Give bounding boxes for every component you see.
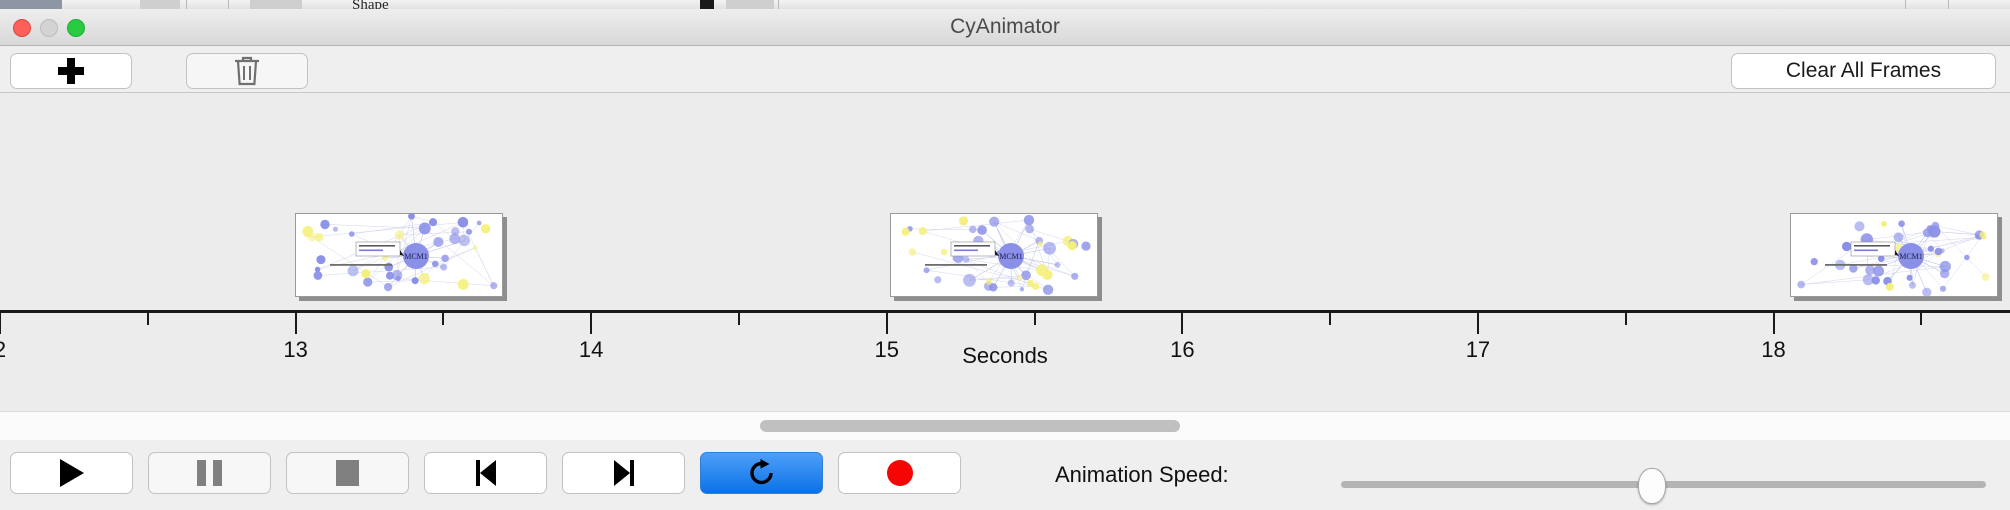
axis-tick-minor bbox=[146, 313, 149, 325]
axis-tick-major bbox=[294, 313, 297, 334]
add-frame-button[interactable] bbox=[10, 53, 132, 89]
axis-tick-label: 15 bbox=[874, 337, 899, 362]
axis-tick-minor bbox=[1329, 313, 1332, 325]
axis-tick-minor bbox=[442, 313, 445, 325]
delete-frame-button[interactable] bbox=[186, 53, 308, 89]
stop-icon bbox=[336, 460, 359, 486]
skip-back-icon bbox=[475, 460, 496, 486]
axis-tick-minor bbox=[1033, 313, 1036, 325]
axis-tick-major bbox=[0, 313, 1, 334]
close-button[interactable] bbox=[13, 19, 31, 37]
zoom-button[interactable] bbox=[67, 19, 85, 37]
title-bar: CyAnimator bbox=[0, 9, 2010, 46]
timeline-canvas[interactable]: MCM1 MCM1 MCM1 2 13 14 15 16 17 18 Seconds bbox=[0, 93, 2010, 411]
svg-text:MCM1: MCM1 bbox=[1899, 252, 1923, 261]
play-button[interactable] bbox=[10, 452, 133, 494]
animation-speed-label: Animation Speed: bbox=[1055, 462, 1229, 487]
animation-speed-slider-thumb[interactable] bbox=[1637, 468, 1666, 504]
axis-title: Seconds bbox=[962, 343, 1048, 368]
axis-tick-minor bbox=[737, 313, 740, 325]
plus-icon bbox=[58, 58, 84, 84]
scrollbar-thumb[interactable] bbox=[760, 420, 1180, 432]
axis-tick-label: 2 bbox=[0, 337, 6, 363]
axis-tick-label: 16 bbox=[1170, 337, 1195, 362]
loop-button[interactable] bbox=[700, 452, 823, 494]
axis-tick-label: 18 bbox=[1761, 337, 1786, 362]
svg-text:MCM1: MCM1 bbox=[999, 252, 1023, 261]
network-thumbnail: MCM1 bbox=[1790, 213, 1998, 297]
timeline-frame-thumbnail[interactable]: MCM1 bbox=[295, 213, 507, 301]
background-window-label: Shape bbox=[352, 0, 389, 10]
pause-button[interactable] bbox=[148, 452, 271, 494]
playback-control-bar: Animation Speed: bbox=[0, 440, 2010, 510]
axis-tick-label: 17 bbox=[1465, 337, 1491, 362]
axis-tick-major bbox=[1181, 313, 1184, 334]
axis-tick-minor bbox=[1920, 313, 1923, 325]
stop-button[interactable] bbox=[286, 452, 409, 494]
pause-icon bbox=[197, 460, 222, 486]
traffic-lights bbox=[13, 19, 85, 37]
timeline-axis-line bbox=[0, 310, 2010, 313]
frame-toolbar: Clear All Frames bbox=[0, 46, 2010, 93]
skip-forward-button[interactable] bbox=[562, 452, 685, 494]
loop-icon bbox=[749, 459, 773, 485]
horizontal-scrollbar[interactable] bbox=[0, 411, 2010, 441]
axis-tick-label: 13 bbox=[283, 337, 308, 362]
record-icon bbox=[886, 460, 913, 486]
trash-icon bbox=[235, 56, 259, 86]
network-thumbnail: MCM1 bbox=[295, 213, 503, 297]
axis-tick-label: 14 bbox=[578, 337, 604, 362]
skip-forward-icon bbox=[613, 460, 634, 486]
network-thumbnail: MCM1 bbox=[890, 213, 1098, 297]
timeline-frame-thumbnail[interactable]: MCM1 bbox=[890, 213, 1102, 301]
timeline-frame-thumbnail[interactable]: MCM1 bbox=[1790, 213, 2002, 301]
play-icon bbox=[59, 459, 84, 487]
record-button[interactable] bbox=[838, 452, 961, 494]
axis-tick-major bbox=[885, 313, 888, 334]
skip-back-button[interactable] bbox=[424, 452, 547, 494]
svg-text:MCM1: MCM1 bbox=[404, 252, 428, 261]
minimize-button[interactable] bbox=[40, 19, 58, 37]
axis-tick-major bbox=[590, 313, 593, 334]
axis-tick-major bbox=[1476, 313, 1479, 334]
axis-tick-major bbox=[1772, 313, 1775, 334]
axis-tick-minor bbox=[1624, 313, 1627, 325]
clear-all-frames-button[interactable]: Clear All Frames bbox=[1731, 53, 1996, 89]
page-title: CyAnimator bbox=[950, 15, 1060, 38]
